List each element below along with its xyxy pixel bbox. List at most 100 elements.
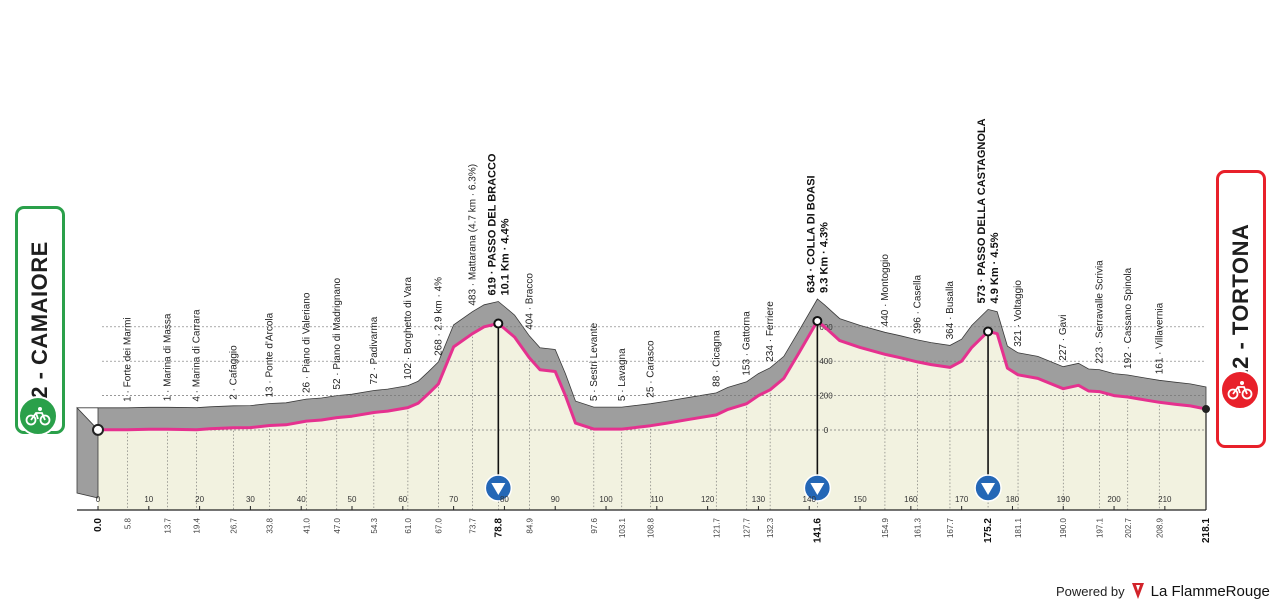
x-tick-label: 10 [144,495,153,504]
climb-summit-dot [493,318,504,329]
location-label: 13 · Ponte d'Arcola [265,312,276,397]
location-label: 161 · Villavernia [1154,302,1165,374]
kom-triangle [981,483,996,495]
terrain-front-face [76,406,99,499]
x-tick-label: 210 [1158,495,1172,504]
km-label: 61.0 [404,517,413,533]
location-label: 5 · Lavagna [617,348,628,401]
x-tick-label: 80 [500,495,509,504]
route-line [98,319,1207,432]
x-tick-label: 0 [96,495,101,504]
kom-triangle [810,483,825,495]
x-tick-label: 200 [1107,495,1121,504]
location-label: 404 · Bracco [524,273,535,330]
location-label: 234 · Ferriere [765,301,776,362]
location-label: 88 · Cicagna [711,330,722,387]
x-tick-label: 20 [195,495,204,504]
x-tick-label: 50 [348,495,357,504]
km-label: 13.7 [164,517,173,533]
km-label: 47.0 [333,517,342,533]
km-label: 154.9 [881,517,890,538]
km-label: 0.0 [93,518,104,532]
km-label: 97.6 [590,517,599,533]
km-label: 26.7 [230,517,239,533]
location-label: 396 · Casella [912,275,923,334]
location-label: 364 · Busalla [945,281,956,340]
brand-name[interactable]: La FlammeRouge [1150,582,1270,600]
km-label: 202.7 [1124,517,1133,538]
km-label: 84.9 [525,517,534,533]
km-label: 73.7 [468,517,477,533]
km-label: 108.8 [647,517,656,538]
climb-name-label: 634 · COLLA DI BOASI [805,175,817,293]
climb-summit-dot [983,326,994,337]
km-label: 33.8 [266,517,275,533]
location-label: 72 · Padivarma [369,316,380,384]
x-tick-label: 90 [551,495,560,504]
x-tick-label: 140 [803,495,817,504]
x-tick-label: 120 [701,495,715,504]
powered-by-text: Powered by [1056,583,1125,599]
start-point [92,423,104,436]
km-label: 5.8 [123,517,132,529]
finish-cyclist-icon [1220,370,1260,410]
x-tick-label: 180 [1006,495,1020,504]
location-label: 192 · Cassano Spinola [1123,267,1134,369]
location-label: 52 · Piano di Madrignano [332,277,343,389]
km-label: 67.0 [434,517,443,533]
x-axis: 0.0 5.8 13.7 19.4 26.7 33.8 41.0 47.0 54.3 61.0 67… [77,409,1212,543]
location-label: 153 · Gattorna [742,311,753,376]
km-label: 103.1 [618,517,627,538]
location-label: 321 · Voltaggio [1013,280,1024,347]
location-label: 25 · Carasco [646,340,657,398]
location-label: 483 · Mattarana (4.7 km · 6.3%) [467,164,478,306]
location-label: 2 · Cafaggio [229,345,240,400]
elevation-tick-label: 0 [824,426,829,435]
climb-stats-label: 10.1 Km · 4.4% [499,218,511,295]
km-label: 167.7 [946,517,955,538]
km-label: 161.3 [913,517,922,538]
x-tick-label: 190 [1057,495,1071,504]
climb-name-label: 573 · PASSO DELLA CASTAGNOLA [976,118,988,303]
x-tick-label: 60 [398,495,407,504]
km-label: 121.7 [712,517,721,538]
km-label: 141.6 [812,518,823,543]
climb-stats-label: 9.3 Km · 4.3% [818,222,830,293]
km-label: 132.3 [766,517,775,538]
location-label: 227 · Gavi [1058,315,1069,361]
location-label: 440 · Montoggio [880,254,891,327]
footer-credit: Powered by La FlammeRouge [1056,580,1270,602]
elevation-tick-label: 400 [819,357,833,366]
km-label: 54.3 [370,517,379,533]
x-tick-label: 150 [853,495,867,504]
elevation-tick-label: 200 [819,392,833,401]
location-label: 1 · Marina di Massa [163,313,174,401]
location-label: 26 · Piano di Valeriano [301,292,312,393]
km-label: 175.2 [983,518,994,543]
km-label: 181.1 [1014,517,1023,538]
climb-name-label: 619 · PASSO DEL BRACCO [486,153,498,295]
x-tick-label: 130 [752,495,766,504]
cyclist-icon [18,396,58,436]
km-label: 127.7 [743,517,752,538]
km-label: 208.9 [1155,517,1164,538]
location-label: 1 · Forte dei Marmi [122,317,133,401]
start-label: 2 - CAMAIORE [27,241,52,399]
labels-layer: 1 · Forte dei Marmi 1 · Marina di Massa 4 … [122,118,1165,510]
location-label: 268 · 2.9 km · 4% [433,277,444,356]
km-label: 41.0 [302,517,311,533]
x-tick-label: 110 [650,495,663,504]
location-label: 5 · Sestri Levante [589,322,600,401]
terrain-layer [76,298,1207,510]
km-label: 78.8 [493,518,504,538]
x-tick-label: 160 [904,495,918,504]
kom-triangle [491,483,506,495]
km-label: 19.4 [193,517,202,533]
flame-icon [1131,583,1144,599]
climb-stats-label: 4.9 Km · 4.5% [989,232,1001,303]
location-label: 102 · Borghetto di Vara [403,277,414,380]
finish-label: 122 - TORTONA [1228,223,1253,395]
x-tick-label: 40 [297,495,306,504]
x-tick-label: 30 [246,495,255,504]
